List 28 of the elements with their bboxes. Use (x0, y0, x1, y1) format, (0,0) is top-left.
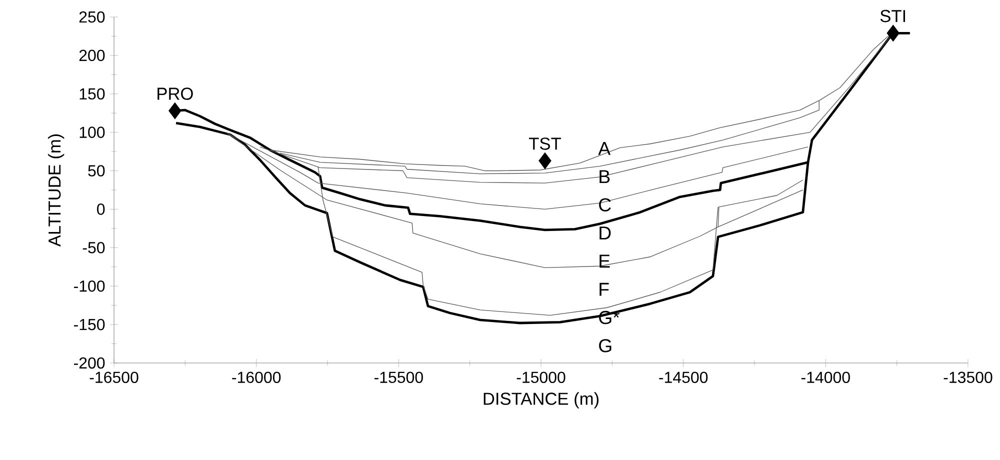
annotation: A (598, 142, 611, 155)
y-axis-title: ALTITUDE (m) (48, 134, 64, 247)
x-tick-label: -16000 (232, 372, 281, 384)
y-tick-label: 150 (80, 88, 105, 100)
x-tick-label: -14000 (801, 372, 850, 384)
annotation: C (599, 198, 611, 212)
y-tick-label: 250 (79, 11, 105, 23)
series-label: STI (880, 10, 906, 22)
y-tick-label: -200 (74, 357, 105, 369)
x-tick-label: -15000 (516, 372, 566, 384)
y-tick-label: -100 (74, 280, 105, 292)
y-tick-label: 50 (88, 165, 105, 176)
annotation: E (600, 254, 610, 268)
y-tick-label: 200 (79, 50, 105, 62)
y-tick-label: -50 (82, 242, 105, 254)
y-tick-label: 0 (97, 204, 105, 215)
y-tick-label: -150 (74, 318, 105, 330)
x-tick-label: -14500 (659, 372, 708, 384)
x-tick-label: -15500 (374, 372, 423, 384)
x-tick-label: -16500 (90, 372, 138, 384)
annotation: F (600, 282, 609, 296)
annotation: G (599, 339, 612, 352)
annotation: D (600, 226, 611, 240)
series-label: PRO (158, 88, 193, 100)
x-tick-label: -13500 (944, 372, 992, 384)
x-axis-title: DISTANCE (m) (484, 392, 598, 408)
series-label: TST (529, 138, 561, 150)
y-tick-label: 100 (80, 126, 105, 138)
